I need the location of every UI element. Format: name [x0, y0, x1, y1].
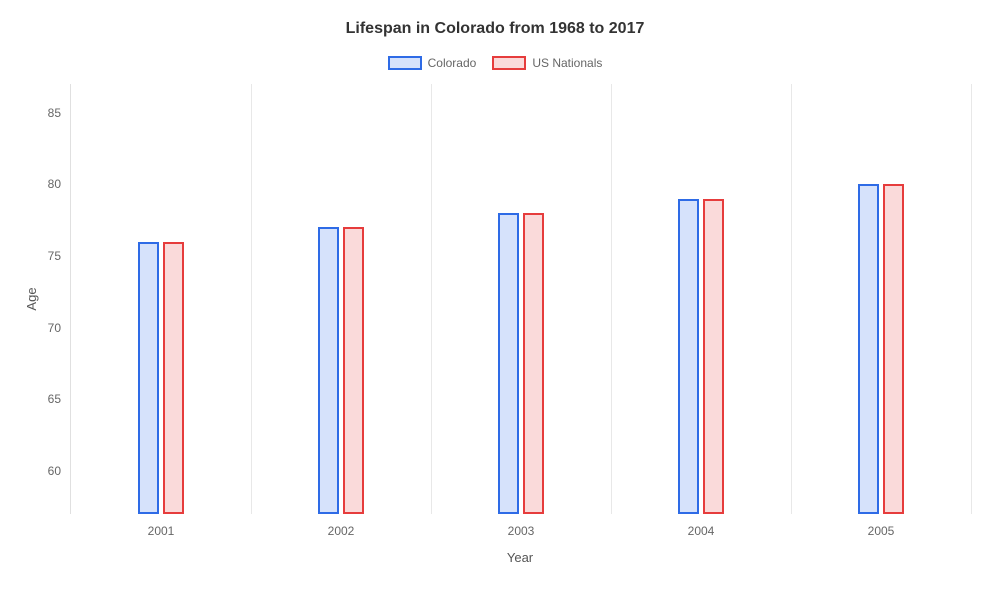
y-tick-label: 85	[48, 106, 71, 120]
y-tick-label: 60	[48, 464, 71, 478]
gridline-vertical	[791, 84, 792, 514]
chart-container: Lifespan in Colorado from 1968 to 2017 C…	[0, 0, 1000, 600]
x-tick-label: 2002	[328, 514, 355, 538]
y-tick-label: 75	[48, 249, 71, 263]
bar	[858, 184, 880, 514]
x-tick-label: 2005	[868, 514, 895, 538]
plot-area: 60657075808520012002200320042005	[70, 84, 970, 514]
x-tick-label: 2004	[688, 514, 715, 538]
bar	[523, 213, 545, 514]
legend-item: US Nationals	[492, 56, 602, 70]
bar	[138, 242, 160, 514]
gridline-vertical	[971, 84, 972, 514]
y-tick-label: 70	[48, 321, 71, 335]
x-tick-label: 2001	[148, 514, 175, 538]
bar	[318, 227, 340, 514]
gridline-vertical	[431, 84, 432, 514]
legend-label: Colorado	[428, 56, 477, 70]
bar	[703, 199, 725, 514]
chart-legend: Colorado US Nationals	[10, 56, 980, 70]
x-axis-title: Year	[507, 550, 533, 565]
y-tick-label: 65	[48, 392, 71, 406]
bar	[498, 213, 520, 514]
bar	[343, 227, 365, 514]
bar	[883, 184, 905, 514]
legend-swatch	[492, 56, 526, 70]
legend-swatch	[388, 56, 422, 70]
gridline-vertical	[611, 84, 612, 514]
x-tick-label: 2003	[508, 514, 535, 538]
gridline-vertical	[251, 84, 252, 514]
bar	[678, 199, 700, 514]
bar	[163, 242, 185, 514]
chart-title: Lifespan in Colorado from 1968 to 2017	[10, 20, 980, 38]
y-axis-title: Age	[24, 287, 39, 310]
y-tick-label: 80	[48, 177, 71, 191]
legend-item: Colorado	[388, 56, 477, 70]
legend-label: US Nationals	[532, 56, 602, 70]
